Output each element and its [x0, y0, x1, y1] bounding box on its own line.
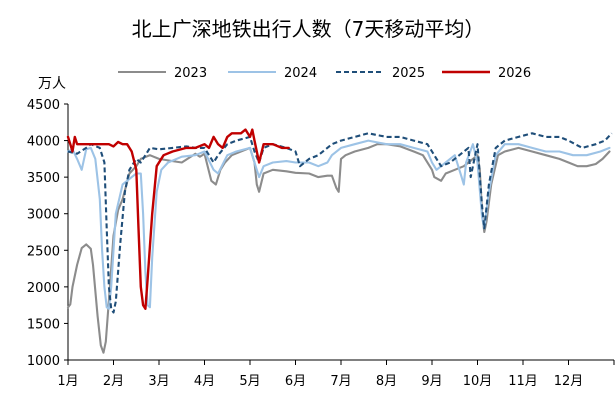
legend: 2023 2024 2025 2026: [118, 66, 531, 81]
chart-title: 北上广深地铁出行人数（7天移动平均）: [132, 17, 485, 41]
x-tick-label: 1月: [57, 374, 78, 389]
x-tick-label: 5月: [239, 374, 260, 389]
series-line-2026: [66, 128, 290, 310]
x-tick-label: 11月: [508, 374, 538, 389]
series-layer: [66, 128, 613, 354]
series-line-2025: [67, 132, 613, 314]
x-tick-label: 12月: [554, 374, 584, 389]
x-tick-label: 4月: [194, 374, 215, 389]
legend-label-2025: 2025: [392, 66, 425, 81]
series-line-2024: [66, 139, 611, 310]
y-axis-label: 万人: [38, 76, 66, 92]
y-tick-label: 3000: [27, 208, 60, 223]
y-tick-label: 2000: [27, 281, 60, 296]
y-tick-label: 1500: [27, 317, 60, 332]
x-axis: 1月 2月 3月 4月 5月 6月 7月 8月 9月 10月 11月 12月: [57, 359, 615, 389]
legend-label-2026: 2026: [498, 66, 531, 81]
x-tick-label: 6月: [285, 374, 306, 389]
y-tick-label: 3500: [27, 171, 60, 186]
y-tick-label: 4000: [27, 135, 60, 150]
x-tick-label: 10月: [463, 374, 493, 389]
y-tick-label: 4500: [27, 98, 60, 113]
y-tick-label: 1000: [27, 354, 60, 369]
x-tick-label: 8月: [376, 374, 397, 389]
legend-label-2024: 2024: [284, 66, 317, 81]
x-tick-label: 2月: [103, 374, 124, 389]
y-tick-label: 2500: [27, 244, 60, 259]
y-axis: 4500 4000 3500 3000 2500 2000 1500 1000: [27, 98, 69, 369]
legend-label-2023: 2023: [174, 66, 207, 81]
x-tick-label: 3月: [148, 374, 169, 389]
x-tick-label: 7月: [330, 374, 351, 389]
x-tick-label: 9月: [421, 374, 442, 389]
